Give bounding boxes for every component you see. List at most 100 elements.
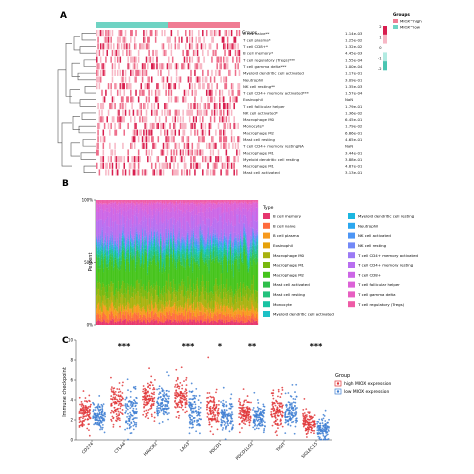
stacked-segment (212, 294, 214, 308)
stacked-segment (216, 200, 218, 204)
stacked-segment (129, 200, 131, 203)
stacked-segment (115, 249, 117, 254)
stacked-segment (149, 200, 151, 202)
stacked-segment (244, 201, 246, 203)
stacked-segment (151, 244, 153, 251)
stacked-segment (226, 233, 228, 237)
stacked-segment (206, 292, 208, 309)
stacked-segment (201, 292, 203, 303)
stacked-segment (136, 245, 138, 248)
stacked-segment (165, 280, 167, 294)
stacked-segment (115, 200, 117, 202)
stacked-segment (100, 234, 102, 236)
stacked-segment (180, 257, 182, 262)
stacked-segment (173, 319, 175, 325)
stacked-segment (244, 230, 246, 234)
stacked-segment (246, 250, 248, 253)
stacked-segment (170, 255, 172, 282)
heatmap-cell (128, 76, 131, 83)
stacked-segment (134, 204, 136, 206)
stacked-segment (159, 309, 161, 312)
stacked-segment (247, 210, 249, 225)
stacked-segment (224, 200, 226, 203)
stacked-segment (117, 252, 119, 259)
stacked-segment (105, 203, 107, 205)
stacked-segment (122, 217, 124, 225)
stacked-segment (219, 250, 221, 255)
stacked-segment (223, 253, 225, 256)
stacked-segment (177, 246, 178, 248)
stacked-segment (109, 204, 111, 212)
heatmap-cell (161, 30, 163, 37)
stacked-segment (107, 255, 109, 264)
stacked-segment (110, 254, 112, 282)
stacked-segment (107, 246, 109, 251)
stacked-segment (135, 231, 137, 234)
stacked-segment (147, 203, 149, 205)
stacked-segment (224, 242, 226, 245)
stacked-segment (108, 245, 110, 248)
stacked-segment (145, 298, 147, 313)
stacked-segment (245, 298, 246, 311)
stacked-segment (100, 246, 102, 248)
stacked-segment (146, 299, 148, 312)
stacked-segment (232, 200, 234, 203)
stacked-segment (213, 296, 215, 312)
stacked-segment (100, 239, 102, 246)
heatmap-cell (194, 156, 196, 163)
stacked-segment (229, 242, 231, 245)
stacked-segment (202, 202, 204, 205)
stacked-segment (188, 223, 190, 243)
stacked-segment (194, 246, 196, 247)
stacked-segment (108, 261, 110, 287)
stacked-segment (189, 319, 191, 325)
stacked-segment (96, 202, 98, 204)
stacked-segment (201, 234, 203, 237)
stacked-segment (134, 259, 136, 262)
stacked-segment (232, 296, 234, 306)
stacked-segment (211, 311, 213, 318)
heatmap-cell (118, 30, 120, 37)
stacked-segment (205, 204, 207, 212)
stacked-segment (201, 233, 203, 235)
stacked-segment (155, 200, 157, 203)
stacked-segment (110, 201, 112, 203)
heatmap-cell (220, 76, 222, 83)
stacked-segment (220, 232, 222, 237)
stacked-segment (248, 319, 250, 325)
stacked-segment (181, 281, 183, 291)
stacked-segment (127, 308, 129, 315)
stacked-segment (138, 245, 140, 247)
heatmap-cell (154, 142, 157, 149)
stacked-segment (235, 237, 237, 241)
stacked-segment (164, 211, 166, 229)
stacked-segment (100, 306, 102, 309)
heatmap-cell (188, 63, 191, 70)
stacked-segment (211, 292, 213, 301)
stacked-segment (142, 320, 144, 325)
stacked-segment (118, 267, 120, 271)
stacked-segment (245, 307, 247, 309)
heatmap-cell (162, 122, 165, 130)
stacked-segment (185, 213, 187, 231)
stacked-segment (130, 296, 132, 309)
stacked-segment (181, 251, 183, 258)
stacked-segment (142, 237, 144, 241)
heatmap-cell (123, 129, 125, 136)
stacked-segment (138, 322, 140, 325)
stacked-segment (241, 310, 243, 316)
stacked-segment (104, 249, 106, 253)
stacked-segment (122, 233, 124, 235)
stacked-segment (103, 272, 105, 285)
stacked-segment (103, 319, 105, 325)
heatmap-cell (211, 30, 213, 37)
stacked-segment (198, 251, 200, 255)
stacked-segment (244, 223, 246, 228)
heatmap-cell (170, 96, 173, 103)
stacked-segment (133, 209, 135, 223)
stacked-segment (242, 208, 244, 224)
stacked-segment (176, 201, 178, 202)
stacked-segment (152, 201, 154, 203)
stacked-segment (194, 208, 195, 219)
stacked-segment (232, 247, 234, 249)
